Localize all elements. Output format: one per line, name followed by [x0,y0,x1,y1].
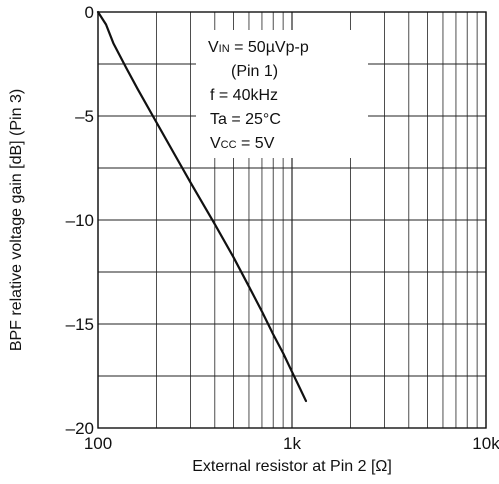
annotation-line: (Pin 1) [231,63,278,80]
x-tick-labels: 100 1k 10k [84,434,499,453]
annotation-line: Ta = 25°C [210,111,281,128]
annotation-line: VIN = 50µVp-p [208,39,309,56]
annotation-rest: = 5V [237,135,275,152]
series-layer [96,10,308,403]
y-tick-labels: 0 –5 –10 –15 –20 [66,3,94,438]
annotation-subscript: CC [221,139,237,151]
annotation-main: (Pin 1) [231,63,278,80]
annotation-subscript: IN [219,43,230,55]
x-axis-title: External resistor at Pin 2 [Ω] [192,458,392,475]
y-tick-label: 0 [85,3,94,22]
annotation-line: VCC = 5V [210,135,275,152]
annotation-main: V [208,39,219,56]
plot-frame [97,11,487,429]
annotation-main: Ta = 25°C [210,111,281,128]
x-tick-label: 100 [84,434,112,453]
annotation-background [196,30,368,158]
annotation-line: f = 40kHz [210,87,278,104]
y-tick-label: –10 [66,211,94,230]
x-tick-label: 10k [472,434,499,453]
series-line [96,10,308,403]
annotation-main: V [210,135,221,152]
x-tick-label: 1k [283,434,301,453]
annotation-main: f = 40kHz [210,87,278,104]
y-tick-label: –15 [66,315,94,334]
annotation-rest: = 50µVp-p [230,39,309,56]
y-axis-title: BPF relative voltage gain [dB] (Pin 3) [8,89,25,351]
y-tick-label: –5 [75,107,94,126]
y-tick-label: –20 [66,419,94,438]
